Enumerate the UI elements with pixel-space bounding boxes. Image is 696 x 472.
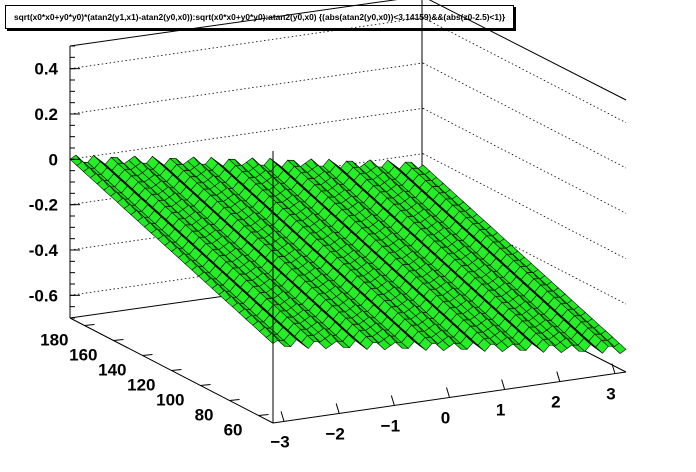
x-tick-label: 3 [606, 385, 615, 404]
z-gridline-back [69, 62, 424, 115]
surface-mesh [69, 154, 627, 354]
z-tick-label: 0.2 [34, 105, 58, 124]
x-tick [390, 395, 395, 406]
z-tick-label: 0 [49, 150, 58, 169]
y-tick-label: 80 [195, 406, 214, 425]
z-gridline-right [422, 17, 627, 124]
x-tick [556, 371, 561, 382]
y-tick-label: 160 [69, 346, 97, 365]
y-tick-label: 60 [224, 421, 243, 440]
y-tick-label: 120 [127, 376, 155, 395]
x-tick-label: 2 [551, 393, 560, 412]
y-tick [142, 354, 153, 356]
surface-cell [612, 342, 627, 354]
box-back-top-edge [69, 0, 398, 47]
chart-title: sqrt(x0*x0+y0*y0)*(atan2(y1,x1)-atan2(y0… [5, 5, 515, 29]
x-tick-label: −1 [381, 416, 400, 435]
x-tick [280, 411, 285, 422]
x-tick [335, 403, 340, 414]
z-gridline-back [69, 107, 424, 160]
x-tick-label: −3 [270, 432, 289, 451]
y-tick-label: 140 [98, 361, 126, 380]
y-tick [229, 399, 240, 401]
z-tick-label: 0.4 [34, 60, 58, 79]
x-tick-label: 1 [496, 401, 505, 420]
y-tick-label: 180 [40, 331, 68, 350]
x-tick-label: −2 [325, 424, 344, 443]
box-right-top-edge [428, 0, 627, 101]
z-gridline-right [422, 62, 627, 169]
y-tick [113, 339, 124, 341]
z-tick-label: -0.6 [29, 286, 58, 305]
y-tick-label: 100 [156, 391, 184, 410]
x-tick [501, 379, 506, 390]
z-tick-label: -0.4 [29, 241, 59, 260]
z-tick-label: -0.2 [29, 196, 58, 215]
y-tick [258, 414, 269, 416]
z-gridline-back [69, 17, 424, 70]
x-tick-label: 0 [441, 409, 450, 428]
y-tick [84, 324, 95, 326]
y-tick [200, 384, 211, 386]
y-tick [171, 369, 182, 371]
x-tick [446, 387, 450, 398]
z-gridline-back [69, 153, 424, 206]
x-tick [611, 363, 616, 374]
